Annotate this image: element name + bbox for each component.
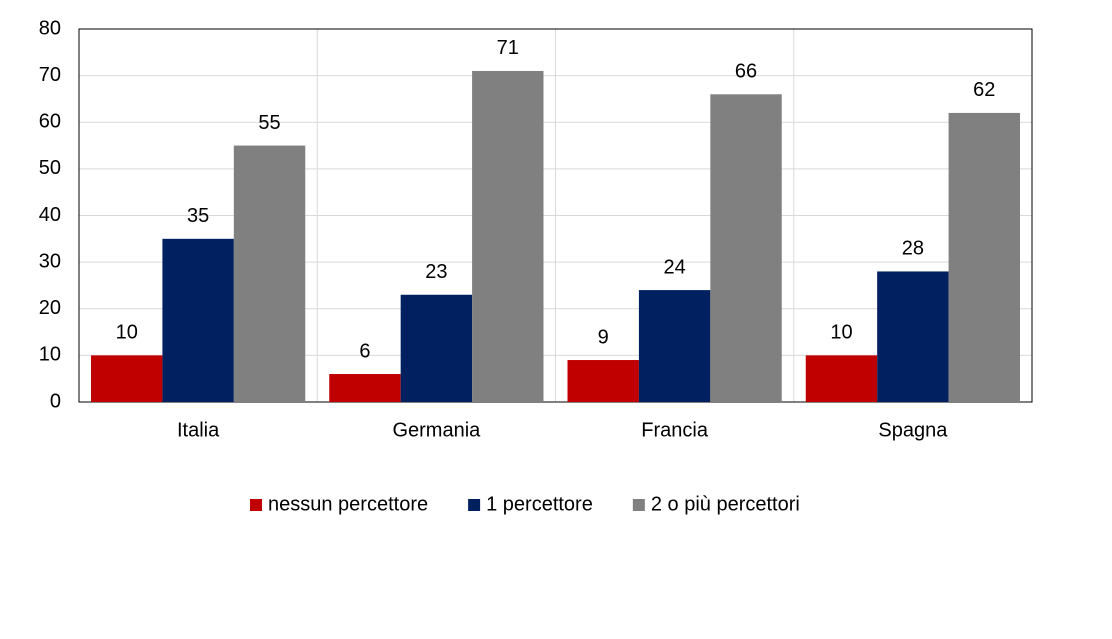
data-label: 35 [187,205,209,227]
legend-swatch [250,499,262,511]
bar [948,112,1020,403]
data-label: 62 [973,79,995,101]
data-label: 24 [664,256,686,278]
data-label: 71 [497,37,519,59]
y-tick-label: 70 [39,64,61,86]
data-label: 55 [258,112,280,134]
bar [400,294,473,402]
y-tick-label: 80 [39,17,61,39]
bar [638,290,711,402]
bar [162,238,234,402]
bar [472,70,544,403]
bar [805,355,878,402]
data-label: 66 [735,61,757,83]
bar [233,145,306,402]
bar [877,271,949,402]
x-tick-label: Germania [392,419,481,441]
plot-frame [78,28,1033,403]
bar [710,94,782,403]
x-tick-label: Italia [177,419,220,441]
y-tick-label: 0 [50,390,61,412]
data-label: 9 [598,326,609,348]
data-label: 23 [425,261,447,283]
legend-label: nessun percettore [268,493,428,515]
y-tick-label: 60 [39,111,61,133]
data-label: 10 [830,322,852,344]
data-label: 6 [359,340,370,362]
data-label: 10 [116,322,138,344]
bar [329,374,401,402]
bar [91,355,163,402]
y-tick-label: 20 [39,297,61,319]
bar [567,360,639,402]
legend-label: 2 o più percettori [651,493,800,515]
y-tick-label: 10 [39,344,61,366]
y-tick-label: 50 [39,157,61,179]
legend-swatch [468,499,481,511]
y-tick-label: 40 [39,204,61,226]
data-label: 28 [902,238,924,260]
x-tick-label: Spagna [878,419,948,441]
legend-label: 1 percettore [486,493,593,515]
y-tick-label: 30 [39,250,61,272]
legend-swatch [632,499,645,511]
x-tick-label: Francia [641,419,709,441]
